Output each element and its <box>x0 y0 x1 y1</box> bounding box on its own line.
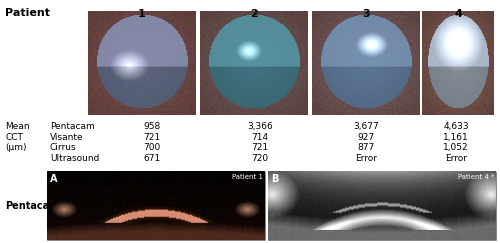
Text: 1,161: 1,161 <box>443 132 469 141</box>
Text: B: B <box>271 174 278 184</box>
Text: 1,052: 1,052 <box>443 143 469 152</box>
Text: 3,366: 3,366 <box>247 122 273 131</box>
Text: Patient 1: Patient 1 <box>232 174 263 180</box>
Text: 1: 1 <box>138 9 146 19</box>
Text: Pentacam: Pentacam <box>50 122 95 131</box>
Text: 671: 671 <box>144 154 160 163</box>
Text: 3,677: 3,677 <box>353 122 379 131</box>
Text: 721: 721 <box>144 132 160 141</box>
Text: 958: 958 <box>144 122 160 131</box>
Text: Visante: Visante <box>50 132 84 141</box>
Text: 4: 4 <box>454 9 462 19</box>
Text: 721: 721 <box>252 143 268 152</box>
Text: 927: 927 <box>358 132 374 141</box>
Text: 877: 877 <box>358 143 374 152</box>
Text: 3: 3 <box>362 9 370 19</box>
Text: Ultrasound: Ultrasound <box>50 154 100 163</box>
FancyBboxPatch shape <box>47 172 265 240</box>
Text: Pentacam: Pentacam <box>5 201 59 211</box>
Text: Error: Error <box>445 154 467 163</box>
Text: 720: 720 <box>252 154 268 163</box>
Text: Error: Error <box>355 154 377 163</box>
Text: (μm): (μm) <box>5 143 26 152</box>
Text: Cirrus: Cirrus <box>50 143 76 152</box>
Text: Patient: Patient <box>5 8 50 18</box>
Text: Mean: Mean <box>5 122 29 131</box>
Text: 2: 2 <box>250 9 258 19</box>
FancyBboxPatch shape <box>268 172 496 240</box>
Text: 714: 714 <box>252 132 268 141</box>
Text: CCT: CCT <box>5 132 23 141</box>
Text: Patient 4 *: Patient 4 * <box>458 174 494 180</box>
Text: 4,633: 4,633 <box>443 122 469 131</box>
Text: 700: 700 <box>144 143 160 152</box>
Text: A: A <box>50 174 58 184</box>
